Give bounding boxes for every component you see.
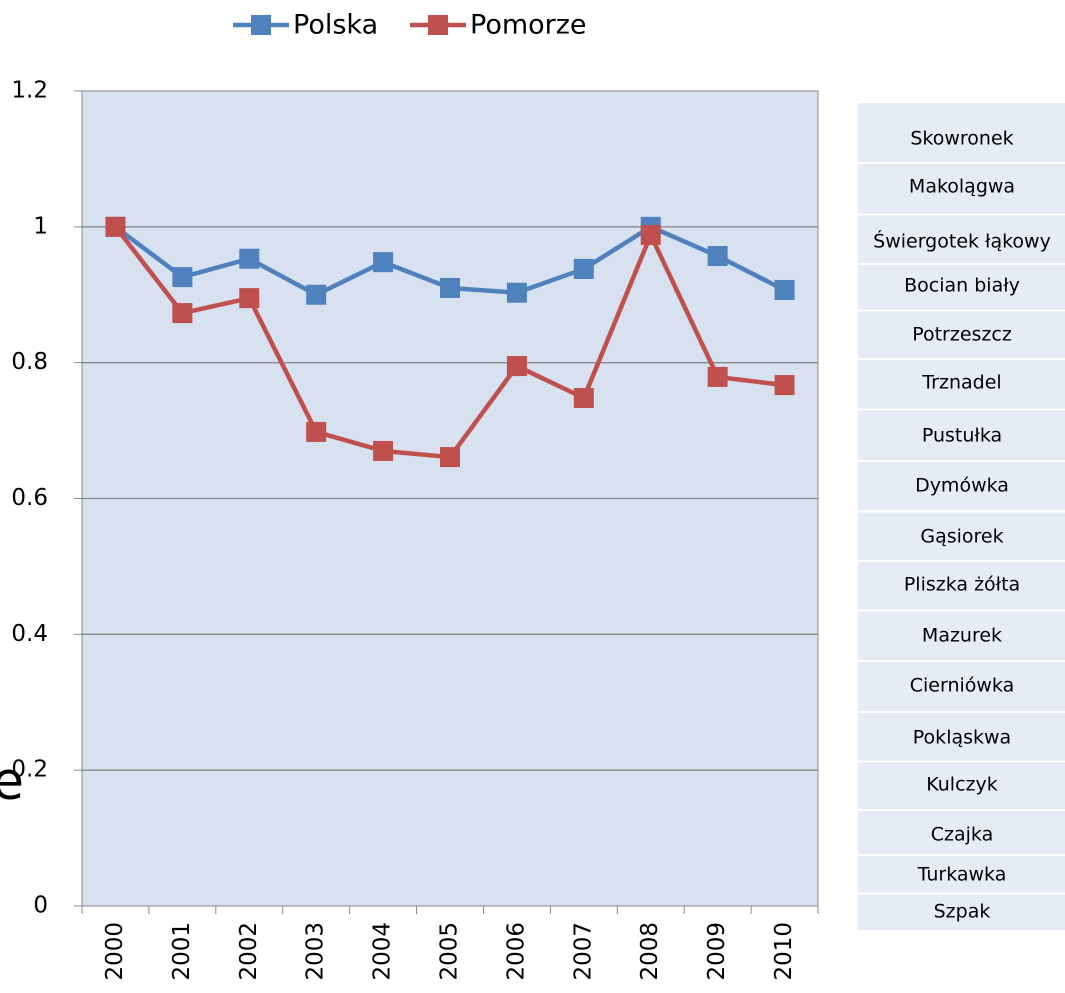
point-marker — [640, 224, 661, 245]
x-tick-label: 2009 — [704, 922, 730, 981]
point-marker — [105, 216, 126, 237]
side-list-item: Dymówka — [915, 475, 1009, 497]
side-list-item: Makolągwa — [909, 176, 1015, 198]
x-tick-label: 2003 — [303, 922, 329, 981]
point-marker — [306, 284, 327, 305]
point-marker — [373, 252, 394, 273]
point-marker — [239, 248, 260, 269]
x-tick-label: 2004 — [370, 922, 396, 981]
side-list-item: Kulczyk — [926, 774, 998, 796]
point-marker — [440, 277, 460, 298]
legend-marker — [428, 15, 448, 35]
y-tick-label: 0 — [33, 893, 48, 919]
side-panel — [858, 102, 1065, 930]
point-marker — [440, 447, 460, 468]
x-tick-label: 2005 — [437, 922, 463, 981]
point-marker — [506, 282, 527, 303]
point-marker — [774, 279, 795, 300]
side-list-item: Pustułka — [922, 425, 1002, 447]
y-tick-label: 0.8 — [11, 349, 48, 375]
x-tick-label: 2010 — [771, 922, 797, 981]
side-list-item: Czajka — [931, 824, 993, 846]
point-marker — [306, 421, 327, 442]
point-marker — [774, 375, 795, 396]
point-marker — [707, 366, 728, 387]
x-tick-label: 2006 — [503, 922, 529, 981]
legend-marker — [251, 15, 271, 35]
side-list-item: Świergotek łąkowy — [873, 229, 1051, 253]
x-tick-label: 2008 — [637, 922, 663, 981]
point-marker — [373, 440, 394, 461]
y-tick-label: 0.6 — [11, 485, 48, 511]
y-tick-label: 1 — [33, 213, 48, 239]
point-marker — [573, 258, 594, 279]
x-tick-label: 2002 — [236, 922, 262, 981]
side-list-item: Pliszka żółta — [904, 574, 1020, 596]
x-tick-label: 2001 — [169, 922, 195, 981]
side-list-item: Pokląskwa — [913, 727, 1011, 749]
y-tick-label: 0.2 — [11, 757, 48, 783]
side-list-item: Skowronek — [910, 128, 1013, 150]
legend-label: Pomorze — [470, 10, 587, 41]
x-tick-label: 2000 — [102, 922, 128, 981]
side-list-item: Szpak — [934, 901, 991, 923]
side-list-item: Turkawka — [917, 864, 1007, 886]
y-tick-label: 1.2 — [11, 78, 48, 104]
side-list-item: Cierniówka — [910, 675, 1015, 697]
side-list-item: Trznadel — [921, 372, 1001, 394]
point-marker — [239, 288, 260, 309]
side-list-item: Gąsiorek — [920, 526, 1003, 548]
point-marker — [172, 303, 193, 324]
point-marker — [707, 246, 728, 267]
side-list-item: Potrzeszcz — [912, 324, 1012, 346]
x-tick-label: 2007 — [570, 922, 596, 981]
text-fragment: e — [0, 752, 24, 812]
legend-label: Polska — [293, 10, 378, 41]
side-list-item: Mazurek — [922, 625, 1002, 647]
point-marker — [172, 267, 193, 288]
side-list-item: Bocian biały — [904, 275, 1020, 297]
y-tick-label: 0.4 — [11, 621, 48, 647]
point-marker — [573, 387, 594, 408]
point-marker — [506, 356, 527, 377]
